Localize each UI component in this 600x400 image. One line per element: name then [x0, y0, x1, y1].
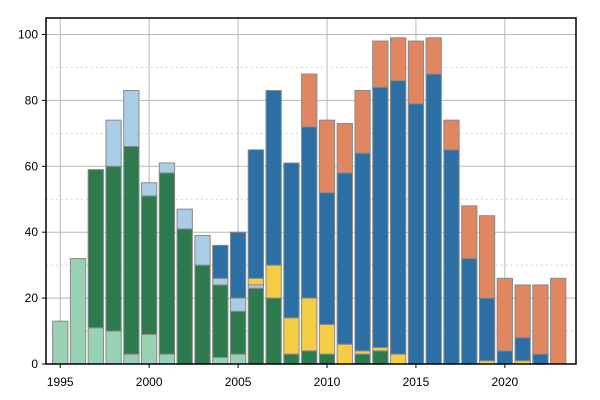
bar-segment [229, 231, 247, 299]
bar-segment [123, 89, 140, 148]
bar-segment [390, 80, 407, 355]
plot-frame [45, 17, 577, 365]
bar-segment [514, 284, 531, 339]
bar-segment [176, 228, 193, 365]
bar-segment [212, 356, 229, 365]
bar-segment [265, 89, 282, 266]
bar-segment [229, 297, 247, 312]
bar-segment [247, 277, 265, 286]
bar-segment [123, 353, 140, 365]
bar-segment [265, 297, 282, 365]
x-tick-label: 2005 [225, 375, 252, 389]
bar-segment [229, 310, 247, 355]
y-tick-label: 20 [25, 291, 39, 305]
bar-segment [390, 353, 407, 365]
bar-segment [141, 333, 158, 365]
bar-segment [372, 350, 389, 365]
bar-segment [212, 284, 229, 358]
bar-segment [301, 126, 318, 299]
bar-segment [301, 73, 318, 128]
bar-segment [212, 244, 229, 279]
bar-segment [194, 234, 211, 266]
bar-segment [87, 169, 104, 329]
bar-segment [478, 215, 496, 299]
bar-segment [52, 320, 69, 365]
bar-segment [212, 277, 229, 286]
bar-segment [461, 205, 478, 260]
bar-segment [354, 152, 371, 352]
bar-segment [87, 327, 104, 365]
bar-segment [354, 89, 371, 154]
y-tick-label: 80 [25, 93, 39, 107]
bar-segment [318, 353, 336, 365]
bar-segment [141, 182, 158, 197]
bar-segment [283, 317, 300, 355]
bar-segment [105, 165, 122, 332]
bar-segment [496, 350, 514, 365]
bar-segment [141, 195, 158, 335]
bar-segment [194, 264, 211, 365]
bar-segment [372, 40, 389, 88]
bar-segment [69, 258, 87, 365]
bar-segment [318, 323, 336, 355]
bar-segment [105, 119, 122, 167]
bar-segment [158, 172, 176, 355]
bar-segment [176, 208, 193, 230]
bar-segment [407, 103, 425, 365]
bar-segment [283, 162, 300, 319]
x-tick-label: 2015 [403, 375, 430, 389]
bar-segment [105, 330, 122, 365]
bar-segment [514, 337, 531, 362]
bar-segment [336, 343, 353, 365]
bar-segment [247, 149, 265, 279]
y-tick-label: 100 [18, 27, 38, 41]
bar-segment [318, 119, 336, 194]
bar-segment [532, 353, 549, 365]
bars [52, 37, 567, 365]
bar-segment [407, 40, 425, 105]
bar-segment [301, 297, 318, 352]
bar-segment [390, 37, 407, 82]
bar-segment [443, 119, 460, 151]
bar-segment [265, 264, 282, 299]
bar-segment [496, 277, 514, 352]
bar-segment [461, 258, 478, 365]
x-tick-label: 2020 [492, 375, 519, 389]
bar-segment [247, 287, 265, 365]
bar-segment [443, 149, 460, 365]
bar-segment [336, 122, 353, 174]
bar-segment [158, 353, 176, 365]
bar-segment [318, 192, 336, 325]
bar-segment [532, 284, 549, 355]
bar-segment [283, 353, 300, 365]
bar-segment [425, 37, 442, 75]
bar-segment [550, 277, 567, 365]
bar-segment [478, 297, 496, 362]
bar-segment [425, 73, 442, 365]
x-tick-label: 1995 [47, 375, 74, 389]
bar-segment [158, 162, 176, 174]
axis-ticks: 1995 2000 2005 2010 2015 2020 0 20 40 60 80 100 [18, 27, 519, 389]
y-tick-label: 60 [25, 159, 39, 173]
bar-segment [354, 353, 371, 365]
bar-segment [336, 172, 353, 345]
bar-segment [301, 350, 318, 365]
bar-segment [123, 146, 140, 355]
x-tick-label: 2000 [136, 375, 163, 389]
y-tick-label: 0 [31, 357, 38, 371]
y-tick-label: 40 [25, 225, 39, 239]
bar-segment [372, 86, 389, 349]
x-tick-label: 2010 [314, 375, 341, 389]
bar-segment [229, 353, 247, 365]
